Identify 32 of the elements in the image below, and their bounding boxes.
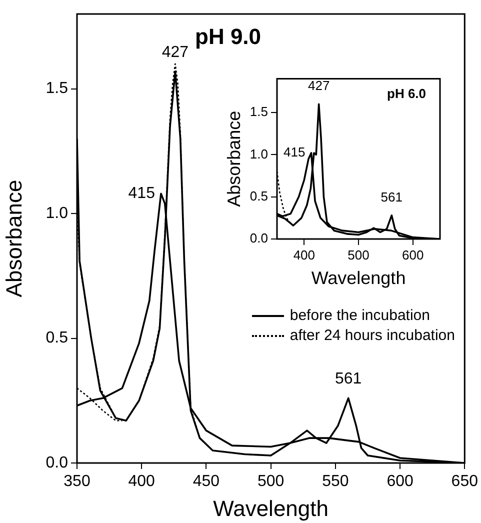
annotation: 415 (128, 185, 156, 202)
x-tick-label: 600 (386, 473, 414, 490)
y-tick-label: 0.0 (250, 230, 268, 246)
y-tick-label: 0.0 (46, 454, 68, 472)
x-tick-label: 550 (322, 473, 349, 490)
y-axis-title: Absorbance (1, 180, 26, 298)
legend-label: after 24 hours incubation (290, 326, 455, 346)
x-tick-label: 400 (293, 247, 316, 262)
annotation: 427 (162, 44, 189, 61)
x-tick-label: 600 (402, 247, 424, 262)
y-axis-title: Absorbance (224, 110, 244, 207)
x-tick-label: 450 (192, 473, 220, 490)
x-axis-title: Wavelength (213, 496, 329, 521)
annotation: pH 6.0 (387, 86, 426, 101)
annotation: 427 (308, 78, 330, 94)
y-tick-label: 0.5 (250, 188, 268, 204)
y-tick-label: 1.5 (46, 80, 68, 98)
y-tick-label: 1.0 (250, 146, 268, 162)
x-tick-label: 400 (128, 473, 156, 490)
x-axis-title: Wavelength (311, 268, 406, 288)
y-tick-label: 1.5 (250, 104, 268, 120)
annotation: 561 (380, 189, 402, 204)
annotation: pH 9.0 (195, 24, 262, 50)
y-tick-label: 0.5 (46, 330, 68, 347)
x-tick-label: 500 (348, 247, 370, 262)
x-tick-label: 500 (257, 473, 284, 490)
x-tick-label: 650 (451, 473, 478, 490)
annotation: 415 (284, 144, 306, 160)
legend-label: before the incubation (290, 306, 430, 326)
annotation: 561 (335, 370, 362, 388)
y-tick-label: 1.0 (46, 204, 68, 222)
x-tick-label: 350 (64, 473, 90, 490)
